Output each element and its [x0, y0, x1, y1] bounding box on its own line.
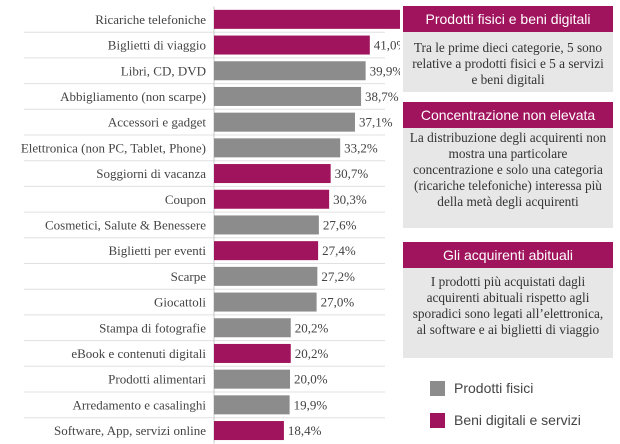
- value-label: 20,0%: [294, 372, 328, 387]
- value-label: 37,1%: [359, 115, 393, 130]
- bar: [214, 215, 319, 235]
- category-label: eBook e contenuti digitali: [71, 346, 206, 361]
- value-label: 20,2%: [295, 346, 329, 361]
- category-label: Cosmetici, Salute & Benessere: [45, 217, 206, 232]
- category-label: Biglietti per eventi: [109, 243, 207, 258]
- bar: [214, 421, 284, 441]
- info-box-title: Gli acquirenti abituali: [403, 242, 613, 268]
- category-label: Prodotti alimentari: [108, 372, 206, 387]
- info-box-habitual-buyers: Gli acquirenti abituali I prodotti più a…: [403, 242, 613, 358]
- category-label: Abbigliamento (non scarpe): [60, 89, 206, 104]
- legend-label-digital: Beni digitali e servizi: [454, 412, 581, 428]
- bar: [214, 292, 317, 312]
- value-label: 39,9%: [370, 63, 400, 78]
- bar: [214, 86, 362, 106]
- category-label: Elettronica (non PC, Tablet, Phone): [21, 140, 206, 155]
- category-label: Scarpe: [171, 269, 207, 284]
- value-label: 33,2%: [344, 140, 378, 155]
- value-label: 20,2%: [295, 320, 329, 335]
- category-label: Accessori e gadget: [108, 115, 207, 130]
- info-box-text: I prodotti più acquistati dagli acquiren…: [403, 268, 613, 358]
- value-label: 41,0%: [374, 38, 400, 53]
- bar: [214, 318, 291, 338]
- bar: [214, 395, 290, 415]
- category-label: Libri, CD, DVD: [121, 63, 206, 78]
- value-label: 18,4%: [288, 423, 322, 438]
- bar: [214, 369, 290, 389]
- bar: [214, 266, 318, 286]
- legend-swatch-physical: [430, 380, 445, 396]
- bar: [214, 241, 319, 261]
- category-label: Stampa di fotografie: [99, 320, 206, 335]
- legend-swatch-digital: [430, 412, 445, 428]
- category-label: Coupon: [165, 192, 207, 207]
- bar: [214, 35, 370, 55]
- category-label: Soggiorni di vacanza: [96, 166, 206, 181]
- value-label: 27,0%: [321, 295, 355, 310]
- value-label: 38,7%: [365, 89, 399, 104]
- legend-label-physical: Prodotti fisici: [454, 380, 534, 396]
- value-label: 27,2%: [321, 269, 355, 284]
- category-label: Ricariche telefoniche: [95, 12, 206, 27]
- value-label: 30,7%: [335, 166, 369, 181]
- legend-item-digital: Beni digitali e servizi: [430, 412, 581, 428]
- legend-item-physical: Prodotti fisici: [430, 380, 533, 396]
- bar: [214, 112, 355, 132]
- bar: [214, 343, 291, 363]
- value-label: 27,6%: [323, 217, 357, 232]
- info-box-physical-digital: Prodotti fisici e beni digitali Tra le p…: [403, 6, 613, 92]
- category-label: Giocattoli: [154, 295, 206, 310]
- bar: [214, 9, 400, 29]
- value-label: 30,3%: [333, 192, 367, 207]
- info-box-title: Concentrazione non elevata: [403, 102, 613, 128]
- value-label: 27,4%: [322, 243, 356, 258]
- info-box-title: Prodotti fisici e beni digitali: [403, 6, 613, 32]
- bar: [214, 61, 366, 81]
- bar: [214, 189, 330, 209]
- info-box-concentration: Concentrazione non elevata La distribuzi…: [403, 102, 613, 228]
- category-label: Biglietti di viaggio: [108, 38, 206, 53]
- category-label: Software, App, servizi online: [54, 423, 206, 438]
- bar: [214, 138, 341, 158]
- category-label: Arredamento e casalinghi: [72, 397, 206, 412]
- info-box-text: Tra le prime dieci categorie, 5 sono rel…: [403, 32, 613, 92]
- bar: [214, 164, 331, 184]
- value-label: 19,9%: [294, 397, 328, 412]
- bar-chart: Ricariche telefoniche55,5%Biglietti di v…: [21, 6, 400, 444]
- info-box-text: La distribuzione degli acquirenti non mo…: [403, 128, 613, 228]
